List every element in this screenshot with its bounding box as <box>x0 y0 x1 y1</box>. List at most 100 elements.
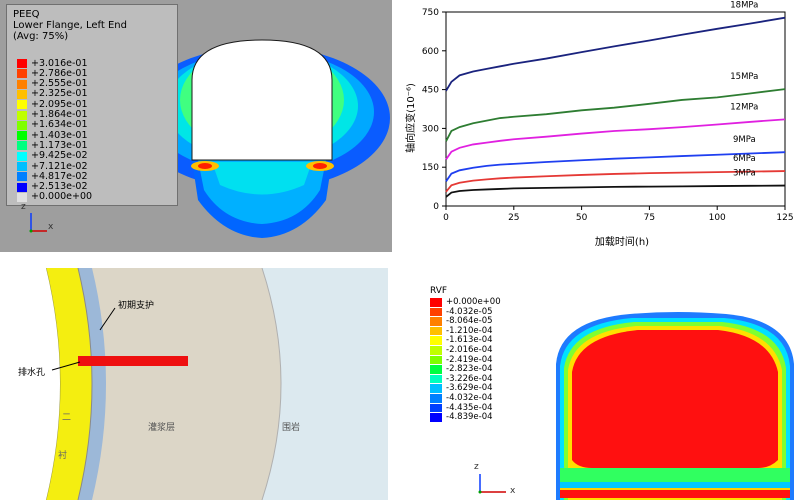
rvf-legend-swatch <box>430 317 442 326</box>
peeq-legend-value: +1.403e-01 <box>31 129 88 141</box>
rvf-legend-swatch <box>430 374 442 384</box>
peeq-legend-swatch <box>17 100 27 110</box>
chart-x-tick-label: 75 <box>644 213 655 223</box>
peeq-legend-swatch <box>17 120 27 130</box>
rvf-lower-band <box>560 468 790 482</box>
lining-label-top: 二 <box>62 413 72 423</box>
rvf-legend-swatch <box>430 298 442 307</box>
rvf-legend-value: -8.064e-05 <box>446 316 493 327</box>
peeq-legend-swatch <box>17 69 27 79</box>
rvf-band-yellow <box>568 326 782 500</box>
chart-series-line <box>445 16 786 92</box>
chart-y-tick-label: 150 <box>422 163 439 173</box>
peeq-legend-swatch <box>17 141 27 151</box>
peeq-legend-swatch <box>17 182 27 192</box>
rvf-contour-panel: RVF +0.000e+00 -4.032e-05 -8.064e-05 -1.210… <box>410 268 800 500</box>
peeq-legend-swatch <box>17 110 27 120</box>
chart-series-line <box>445 170 786 193</box>
peeq-legend-swatch <box>17 59 27 68</box>
rvf-bottom-band <box>560 490 790 498</box>
rvf-legend-swatch <box>430 336 442 345</box>
rvf-axis-x: x <box>510 486 516 496</box>
chart-series-label: 6MPa <box>733 154 756 164</box>
rvf-legend-value: -1.613e-04 <box>446 335 493 346</box>
peeq-title-3: (Avg: 75%) <box>13 31 69 42</box>
rvf-legend-value: -3.629e-04 <box>446 383 493 394</box>
peeq-legend-swatch <box>17 192 27 202</box>
rvf-title: RVF <box>430 286 448 296</box>
rock-label: 围岩 <box>282 423 301 433</box>
peeq-legend-swatch <box>17 151 27 161</box>
support-label: 初期支护 <box>118 301 155 311</box>
rvf-legend-swatch <box>430 307 442 317</box>
peeq-title-1: PEEQ <box>13 9 40 20</box>
drain-leader-line <box>51 361 81 371</box>
tunnel-interior <box>0 268 60 500</box>
chart-axes: 0 150 300 450 600 750 0 25 50 75 100 125 <box>422 8 794 223</box>
rvf-legend-value: -3.226e-04 <box>446 373 493 384</box>
rvf-legend-swatch <box>430 346 442 355</box>
chart-series-label: 18MPa <box>730 1 758 11</box>
lining-label-bottom: 衬 <box>58 451 68 461</box>
chart-y-tick-label: 600 <box>422 47 439 57</box>
peeq-axis-z: z <box>21 202 26 212</box>
chart-series <box>445 16 786 198</box>
peeq-legend-value: +9.425e-02 <box>31 150 88 162</box>
rvf-legend-value: -2.419e-04 <box>446 354 493 365</box>
drain-hole <box>78 356 188 366</box>
rvf-legend-value: -2.016e-04 <box>446 345 493 355</box>
rvf-legend-swatch <box>430 326 442 336</box>
peeq-legend-value: +2.513e-02 <box>31 181 88 193</box>
peeq-legend-swatch <box>17 89 27 99</box>
peeq-legend: PEEQ Lower Flange, Left End (Avg: 75%) +… <box>6 4 178 233</box>
peeq-legend-value: +7.121e-02 <box>31 160 88 172</box>
chart-series-line <box>445 151 786 182</box>
peeq-legend-value: +1.634e-01 <box>31 119 88 131</box>
rvf-band-green <box>564 322 786 500</box>
rvf-legend-value: -4.839e-04 <box>446 412 493 423</box>
chart-series-line <box>445 88 786 142</box>
chart-y-tick-label: 300 <box>422 124 439 134</box>
peeq-axis-x: x <box>48 222 54 232</box>
peeq-legend-value: +2.095e-01 <box>31 98 88 110</box>
peeq-cavity <box>191 39 333 161</box>
strain-chart-panel: 0 150 300 450 600 750 0 25 50 75 100 125 18MPa 15MPa… <box>400 0 800 252</box>
rvf-legend-value: -4.032e-04 <box>446 393 493 403</box>
rvf-legend-swatch <box>430 365 442 374</box>
peeq-legend-value: +2.555e-01 <box>31 78 88 90</box>
peeq-legend-value: +3.016e-01 <box>31 57 88 69</box>
rvf-legend-value: -4.032e-05 <box>446 306 493 317</box>
peeq-axis-triad <box>29 213 47 233</box>
chart-series-labels: 18MPa 15MPa 12MPa 9MPa 6MPa 3MPa <box>730 1 758 179</box>
chart-x-tick-label: 125 <box>776 213 793 223</box>
peeq-legend-value: +2.786e-01 <box>31 67 88 79</box>
peeq-hotspot-left-core <box>198 163 212 169</box>
peeq-title-2: Lower Flange, Left End <box>13 20 127 31</box>
chart-series-line <box>445 184 786 198</box>
rvf-legend-value: -4.435e-04 <box>446 402 493 413</box>
rvf-axis-z: z <box>474 462 479 472</box>
chart-series-label: 15MPa <box>730 72 758 82</box>
peeq-legend-value: +1.864e-01 <box>31 109 88 120</box>
peeq-legend-swatch <box>17 162 27 171</box>
rvf-legend-value: +0.000e+00 <box>446 297 501 307</box>
rvf-band-cyan <box>560 318 790 500</box>
rvf-core-zone <box>572 330 778 468</box>
peeq-legend-swatch <box>17 172 27 182</box>
chart-x-axis-label: 加载时间(h) <box>595 235 649 248</box>
rvf-legend-value: -2.823e-04 <box>446 364 493 375</box>
support-leader-line <box>99 307 116 331</box>
secondary-lining-layer <box>46 268 92 500</box>
chart-y-tick-label: 0 <box>433 202 439 212</box>
chart-y-tick-label: 450 <box>422 86 439 96</box>
chart-series-label: 12MPa <box>730 102 758 112</box>
lining-section-diagram <box>0 268 282 500</box>
chart-x-tick-label: 50 <box>576 213 588 223</box>
rvf-legend-swatch <box>430 403 442 413</box>
grout-label: 灌浆层 <box>148 423 176 433</box>
peeq-hotspot-right-core <box>313 163 327 169</box>
strain-chart: 0 150 300 450 600 750 0 25 50 75 100 125 18MPa 15MPa… <box>404 1 794 248</box>
chart-x-tick-label: 100 <box>709 213 726 223</box>
peeq-base-core-zone <box>212 162 312 195</box>
rvf-legend-swatch <box>430 394 442 403</box>
